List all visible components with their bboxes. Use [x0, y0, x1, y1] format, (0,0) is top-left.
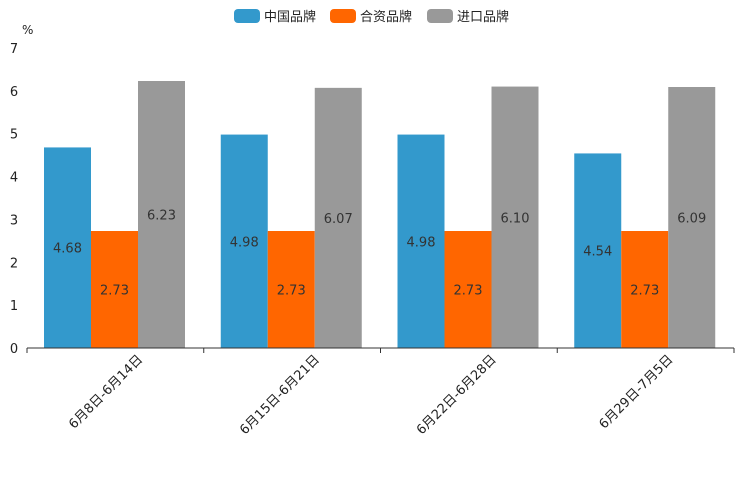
data-label: 2.73: [454, 284, 483, 299]
data-label: 6.23: [147, 209, 176, 224]
data-label: 4.54: [583, 245, 612, 260]
y-tick-label: 2: [10, 256, 18, 271]
bar-series3-cat3: [491, 86, 539, 349]
x-category-label: 6月8日-6月14日: [66, 352, 146, 432]
data-label: 4.98: [230, 235, 259, 250]
y-tick-label: 1: [10, 299, 18, 314]
data-label: 2.73: [100, 284, 129, 299]
bar-series2-cat4: [621, 231, 669, 348]
bar-series1-cat2: [220, 134, 268, 348]
legend-swatch-3: [427, 9, 453, 23]
bars: [44, 81, 716, 349]
bar-series1-cat3: [397, 134, 445, 348]
y-axis-ticks: 0 1 2 3 4 5 6 7: [10, 42, 18, 357]
data-label: 6.09: [677, 212, 706, 227]
data-label: 2.73: [277, 284, 306, 299]
y-tick-label: 5: [10, 128, 18, 143]
legend-swatch-2: [330, 9, 356, 23]
data-label: 6.10: [501, 211, 530, 226]
y-unit-label: %: [22, 23, 33, 37]
data-label: 4.68: [53, 242, 82, 257]
data-label: 2.73: [630, 284, 659, 299]
x-category-label: 6月22日-6月28日: [414, 352, 500, 438]
legend: 中国品牌 合资品牌 进口品牌: [234, 9, 509, 25]
bar-series3-cat2: [314, 87, 362, 348]
y-tick-label: 7: [10, 42, 18, 57]
legend-label-2: 合资品牌: [360, 9, 412, 25]
x-category-label: 6月29日-7月5日: [597, 352, 677, 432]
bar-series3-cat4: [668, 87, 716, 348]
x-category-label: 6月15日-6月21日: [237, 352, 323, 438]
legend-label-1: 中国品牌: [264, 9, 316, 25]
legend-swatch-1: [234, 9, 260, 23]
bar-series3-cat1: [138, 81, 185, 348]
data-labels: 4.68 2.73 6.23 4.98 2.73 6.07 4.98 2.73 6.10 4.54…: [53, 209, 706, 299]
bar-series1-cat4: [574, 153, 622, 348]
data-label: 6.07: [324, 212, 353, 227]
y-tick-label: 0: [10, 342, 18, 357]
legend-label-3: 进口品牌: [457, 9, 509, 25]
y-tick-label: 4: [10, 171, 18, 186]
bar-series1-cat1: [44, 147, 91, 348]
bar-series2-cat3: [444, 231, 492, 348]
y-tick-label: 3: [10, 213, 18, 228]
data-label: 4.98: [407, 235, 436, 250]
y-tick-label: 6: [10, 85, 18, 100]
bar-series2-cat2: [267, 231, 315, 348]
x-axis: 6月8日-6月14日 6月15日-6月21日 6月22日-6月28日 6月29日-7月…: [26, 347, 735, 438]
bar-series2-cat1: [91, 231, 138, 348]
